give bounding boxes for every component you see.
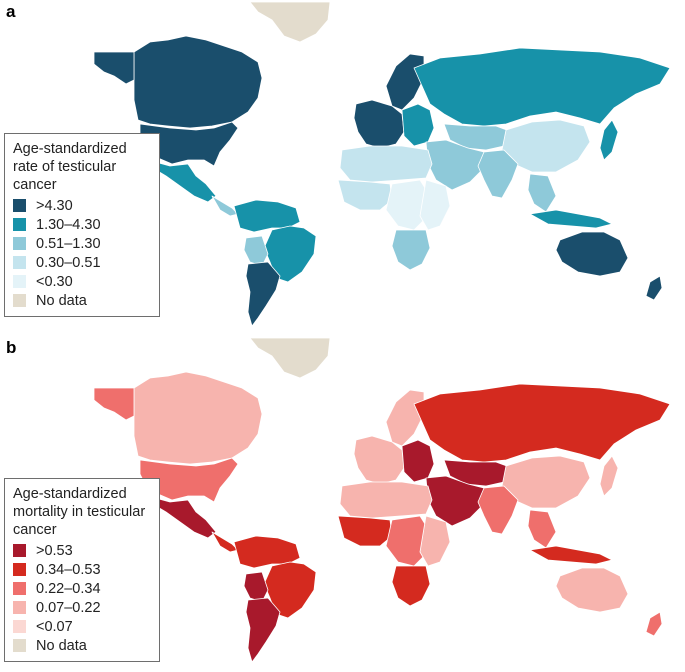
legend-label: <0.07	[36, 618, 73, 635]
region-japan	[599, 455, 619, 497]
region-mexico	[147, 159, 217, 203]
region-greenland	[249, 1, 331, 43]
legend-swatch	[13, 582, 26, 595]
region-scandinavia	[385, 389, 425, 447]
region-brazil	[263, 225, 317, 283]
legend-label: 1.30–4.30	[36, 216, 101, 233]
legend-swatch	[13, 199, 26, 212]
region-northern-south-america	[233, 535, 301, 569]
region-india	[477, 149, 519, 199]
legend-item: >4.30	[13, 196, 149, 215]
region-alaska	[93, 387, 135, 421]
legend-label: 0.30–0.51	[36, 254, 101, 271]
legend-swatch	[13, 601, 26, 614]
panel-a: a Age-standardized rate of testicular ca…	[4, 1, 671, 327]
legend-label: 0.34–0.53	[36, 561, 101, 578]
panel-letter: b	[6, 338, 17, 357]
region-canada	[133, 371, 263, 465]
region-north-africa	[339, 481, 433, 519]
legend-item: 0.22–0.34	[13, 579, 149, 598]
region-eastern-europe	[401, 439, 435, 483]
region-middle-east	[425, 475, 485, 527]
legend-label: 0.51–1.30	[36, 235, 101, 252]
region-bolivia	[243, 571, 269, 603]
legend-label: >4.30	[36, 197, 73, 214]
region-australia	[555, 231, 629, 277]
legend-item: <0.07	[13, 617, 149, 636]
region-southern-africa	[391, 565, 431, 607]
legend-label: >0.53	[36, 542, 73, 559]
region-west-africa	[337, 179, 393, 211]
legend-swatch	[13, 294, 26, 307]
legend-item: 0.51–1.30	[13, 234, 149, 253]
region-greenland	[249, 337, 331, 379]
legend-item: No data	[13, 636, 149, 655]
region-central-africa	[385, 515, 431, 567]
world-map-b	[93, 337, 671, 663]
legend-label: No data	[36, 292, 87, 309]
legend: Age-standardized mortality in testicular…	[4, 478, 160, 662]
region-australia	[555, 567, 629, 613]
region-west-africa	[337, 515, 393, 547]
region-russia	[413, 47, 671, 127]
legend-item: No data	[13, 291, 149, 310]
region-eastern-europe	[401, 103, 435, 147]
legend-item: 0.34–0.53	[13, 560, 149, 579]
legend-item: 0.07–0.22	[13, 598, 149, 617]
legend-swatch	[13, 275, 26, 288]
legend-swatch	[13, 544, 26, 557]
region-new-zealand	[645, 611, 663, 637]
region-bolivia	[243, 235, 269, 267]
region-east-africa	[419, 179, 451, 231]
legend-title: Age-standardized mortality in testicular…	[13, 486, 146, 538]
region-india	[477, 485, 519, 535]
legend-swatch	[13, 620, 26, 633]
region-canada	[133, 35, 263, 129]
region-indonesia	[529, 545, 613, 565]
legend-label: 0.07–0.22	[36, 599, 101, 616]
region-brazil	[263, 561, 317, 619]
region-north-africa	[339, 145, 433, 183]
world-map-a	[93, 1, 671, 327]
legend-item: <0.30	[13, 272, 149, 291]
region-scandinavia	[385, 53, 425, 111]
region-central-africa	[385, 179, 431, 231]
region-east-africa	[419, 515, 451, 567]
legend-swatch	[13, 639, 26, 652]
region-western-europe	[353, 99, 405, 149]
legend-title: Age-standardized rate of testicular canc…	[13, 141, 127, 193]
region-southeast-asia	[527, 509, 557, 549]
region-mexico	[147, 495, 217, 539]
region-middle-east	[425, 139, 485, 191]
legend-swatch	[13, 256, 26, 269]
legend: Age-standardized rate of testicular canc…	[4, 133, 160, 317]
region-japan	[599, 119, 619, 161]
legend-label: 0.22–0.34	[36, 580, 101, 597]
legend-swatch	[13, 218, 26, 231]
region-indonesia	[529, 209, 613, 229]
region-southern-cone	[245, 261, 281, 327]
panel-letter: a	[6, 2, 16, 21]
legend-label: No data	[36, 637, 87, 654]
legend-item: 1.30–4.30	[13, 215, 149, 234]
legend-swatch	[13, 237, 26, 250]
region-new-zealand	[645, 275, 663, 301]
region-alaska	[93, 51, 135, 85]
region-southern-africa	[391, 229, 431, 271]
region-northern-south-america	[233, 199, 301, 233]
region-western-europe	[353, 435, 405, 485]
legend-item: >0.53	[13, 541, 149, 560]
region-russia	[413, 383, 671, 463]
region-southern-cone	[245, 597, 281, 663]
legend-swatch	[13, 563, 26, 576]
legend-label: <0.30	[36, 273, 73, 290]
region-southeast-asia	[527, 173, 557, 213]
legend-item: 0.30–0.51	[13, 253, 149, 272]
panel-b: b Age-standardized mortality in testicul…	[0, 336, 685, 672]
